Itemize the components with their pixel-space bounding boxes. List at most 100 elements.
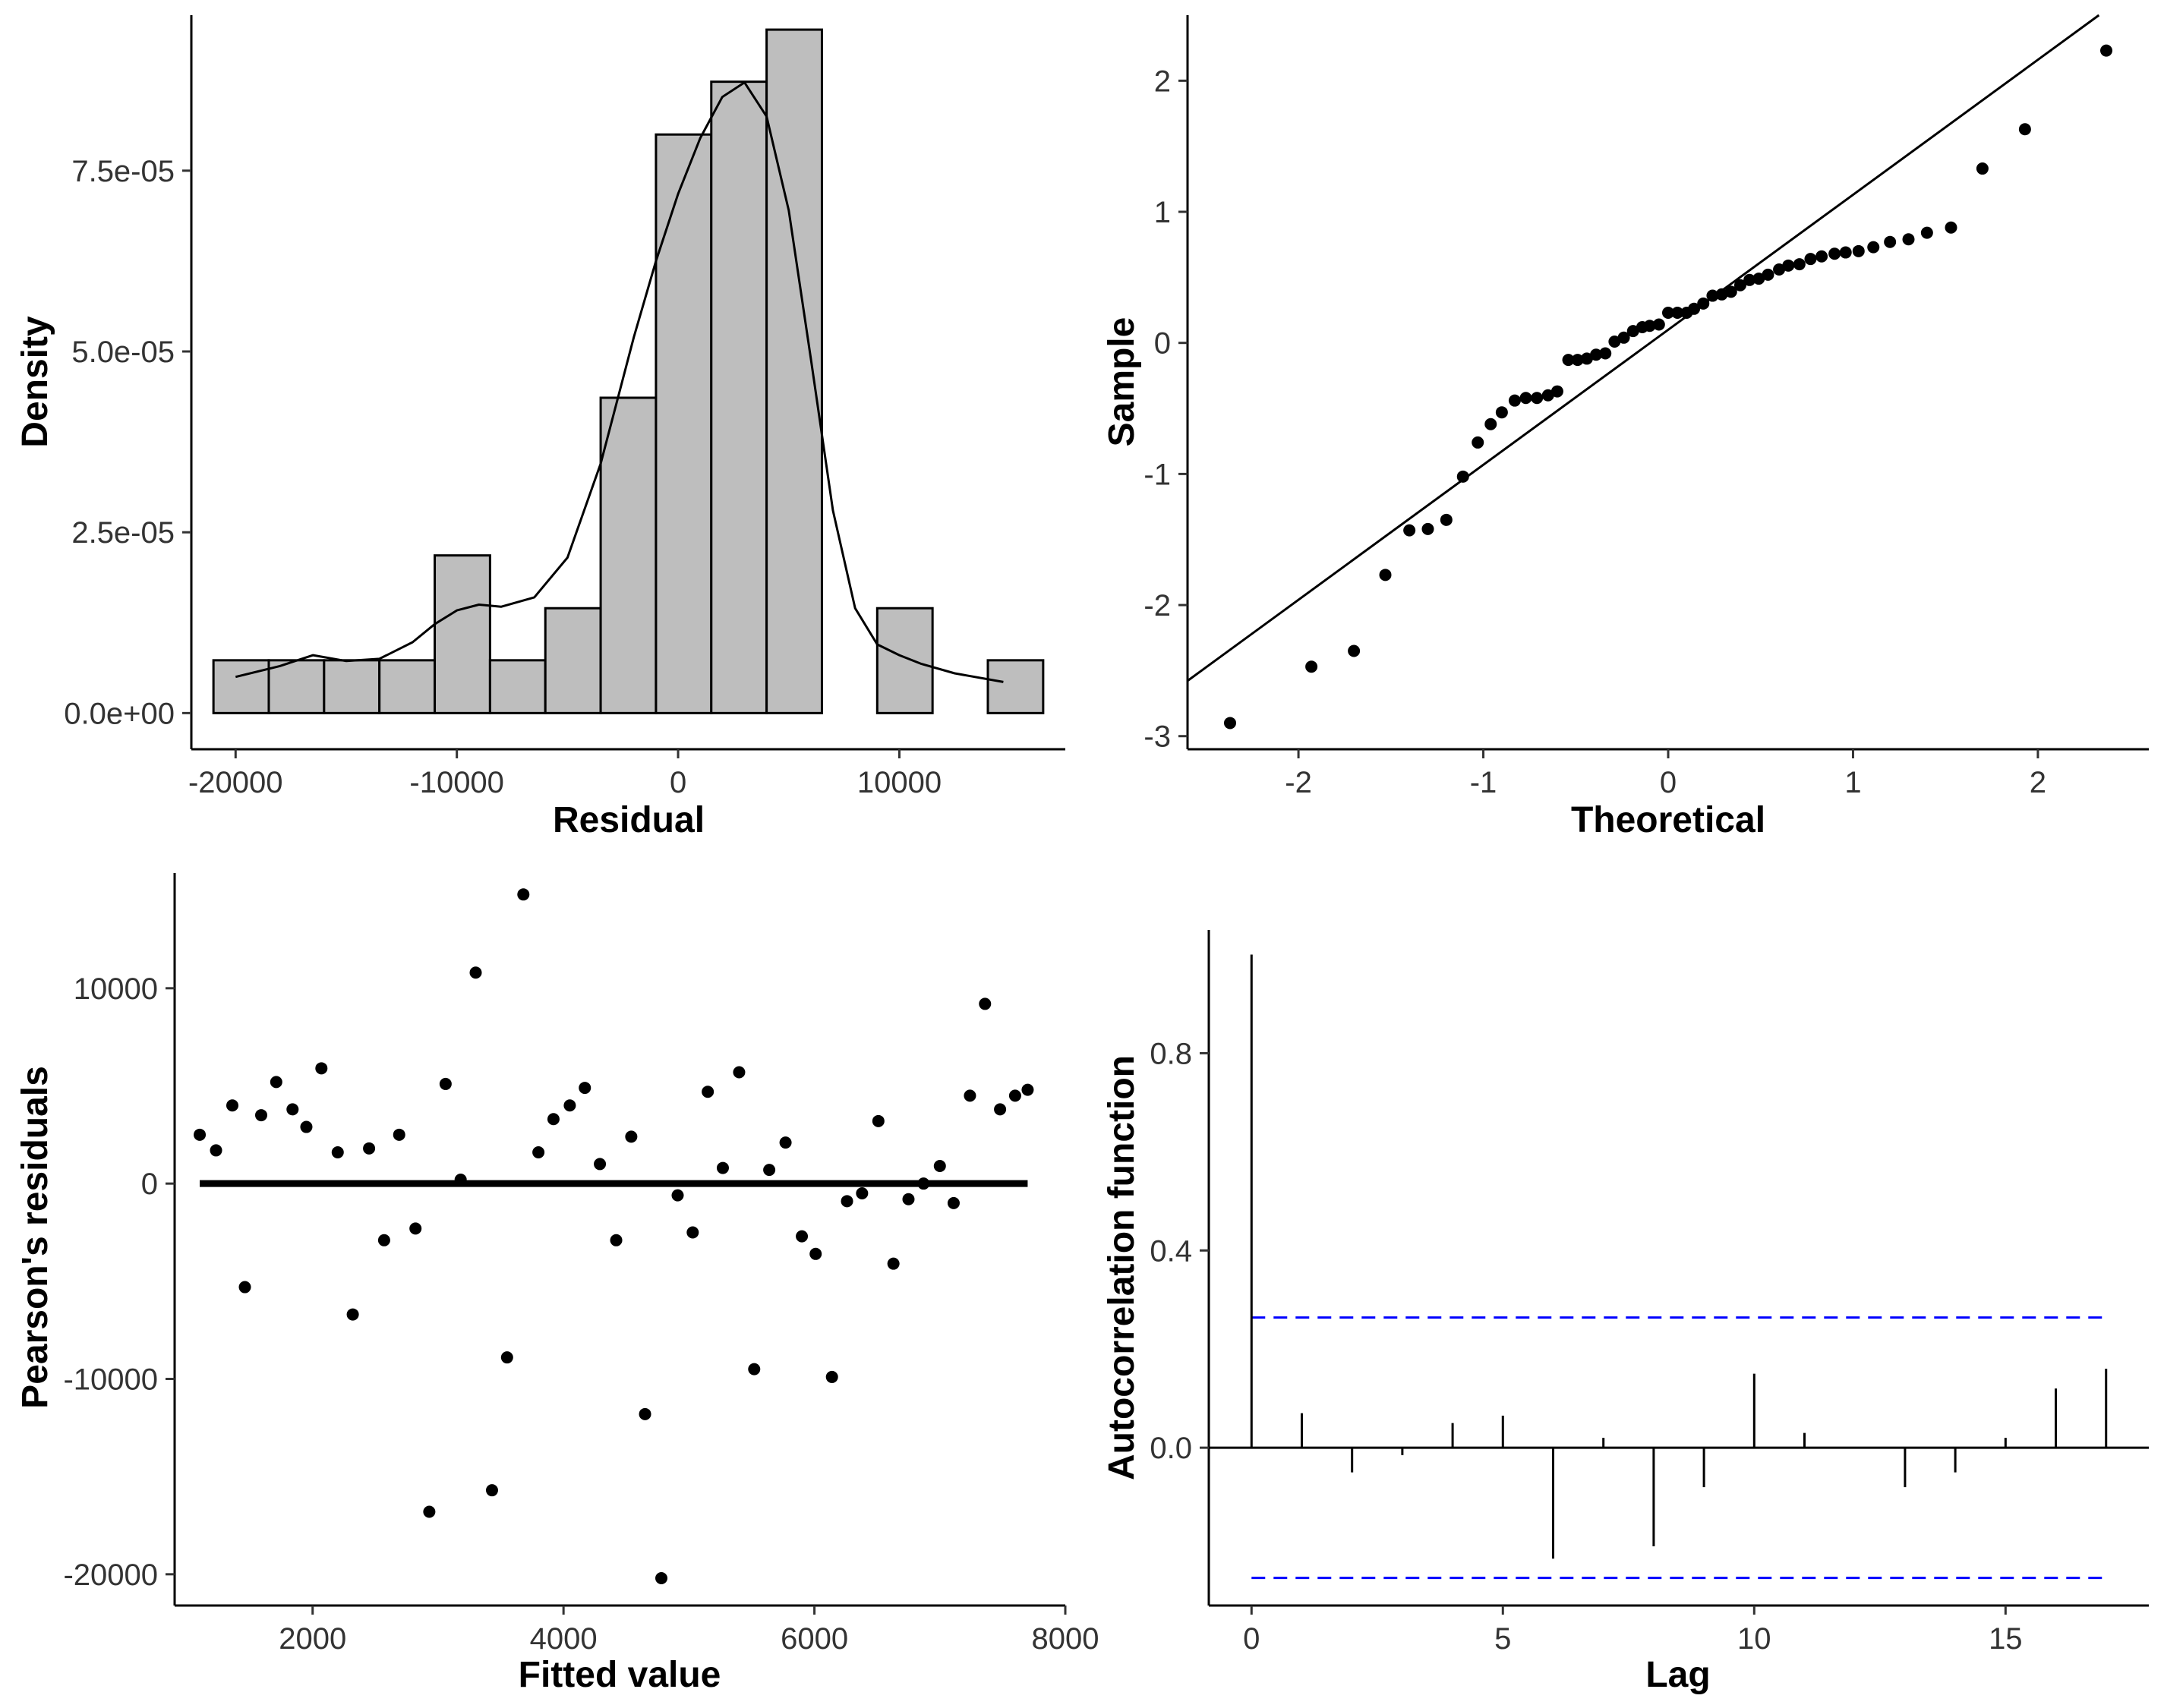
y-tick-label: 0.8 <box>1150 1037 1192 1070</box>
residual-point <box>377 1234 390 1246</box>
qq-point <box>1508 394 1521 407</box>
qq-point <box>1541 389 1554 402</box>
residual-point <box>331 1145 344 1158</box>
x-tick-label: 10 <box>1737 1622 1771 1656</box>
x-tick-label: -10000 <box>409 766 504 799</box>
qq-point <box>1550 385 1563 398</box>
qq-point <box>1828 247 1841 260</box>
residual-marks <box>194 888 1034 1584</box>
residual-point <box>779 1136 792 1149</box>
x-tick-label: 5 <box>1494 1622 1511 1656</box>
x-tick-label: 0 <box>1243 1622 1260 1656</box>
qq-point <box>1571 354 1584 367</box>
histogram-bar <box>434 554 491 714</box>
y-tick-label: -1 <box>1144 458 1171 491</box>
qq-point <box>1773 263 1786 276</box>
residual-point <box>210 1144 222 1157</box>
x-tick-label: 8000 <box>1032 1622 1099 1656</box>
qq-point <box>1815 250 1828 263</box>
qq-reference-line <box>1187 14 2100 682</box>
qq-marks <box>1187 14 2113 730</box>
y-axis-title: Pearson's residuals <box>15 1066 55 1409</box>
residual-point <box>346 1308 359 1321</box>
residual-point <box>469 966 482 979</box>
x-tick-label: 15 <box>1989 1622 2023 1656</box>
qq-point <box>1688 302 1701 315</box>
residual-point <box>702 1086 714 1098</box>
y-tick-label: -2 <box>1144 589 1171 622</box>
y-tick-label: 5.0e-05 <box>71 336 175 369</box>
qq-point <box>1867 241 1880 254</box>
qq-point <box>1495 406 1508 419</box>
x-tick-label: 0 <box>1660 766 1677 799</box>
residual-point <box>809 1247 822 1260</box>
residual-point <box>579 1082 591 1095</box>
histogram-bar <box>599 396 658 714</box>
qq-point <box>1902 233 1915 246</box>
residual-point <box>485 1484 498 1497</box>
acf-ticks: 0 5 10 15 0.0 0.4 0.8 <box>1150 1037 2022 1656</box>
x-axis-title: Lag <box>1645 1655 1710 1695</box>
y-axis-title: Density <box>15 316 55 448</box>
qq-point <box>1440 513 1453 526</box>
qq-point <box>1562 354 1575 367</box>
residual-point <box>238 1281 251 1294</box>
histogram-bar <box>378 659 437 714</box>
qq-point <box>2100 44 2113 57</box>
qq-point <box>1671 306 1684 319</box>
qq-point <box>1608 335 1621 348</box>
x-tick-label: 2000 <box>279 1622 346 1656</box>
residual-point <box>639 1407 651 1420</box>
x-axis-title: Residual <box>553 800 705 840</box>
y-tick-label: 0.0 <box>1150 1432 1192 1465</box>
qq-point <box>1379 569 1392 581</box>
residual-point <box>547 1113 560 1126</box>
qq-point <box>1782 259 1795 272</box>
residual-point <box>763 1164 776 1177</box>
qq-point <box>1839 246 1852 259</box>
residual-point <box>393 1128 405 1141</box>
qq-point <box>1305 660 1318 673</box>
qq-point <box>1580 352 1593 365</box>
qq-point <box>1456 470 1469 483</box>
histogram-bar <box>765 28 823 714</box>
y-tick-label: -10000 <box>63 1363 158 1396</box>
qq-point <box>1852 244 1865 257</box>
residual-point <box>671 1189 684 1202</box>
residual-point <box>917 1177 930 1190</box>
acf-panel: 0 5 10 15 0.0 0.4 0.8 Lag Autocorrelation func… <box>1102 930 2149 1695</box>
residual-point <box>270 1076 282 1089</box>
acf-marks <box>1209 954 2149 1580</box>
qq-point <box>1403 524 1416 537</box>
qq-ticks: -2 -1 0 1 2 -3 -2 -1 0 1 2 <box>1144 65 2046 799</box>
residual-point <box>194 1128 207 1141</box>
residual-point <box>254 1109 267 1122</box>
qq-point <box>1626 325 1639 338</box>
residual-point <box>625 1130 638 1143</box>
qq-point <box>1733 279 1746 291</box>
residual-point <box>686 1226 699 1239</box>
qq-point <box>1599 347 1612 360</box>
histogram-bar <box>986 659 1045 714</box>
qq-point <box>1617 331 1630 344</box>
qq-point <box>1421 522 1434 535</box>
residual-point <box>825 1370 838 1383</box>
density-curve <box>235 81 1004 683</box>
residual-point <box>563 1099 576 1112</box>
qq-point <box>1348 644 1361 657</box>
histogram-bar <box>655 133 713 714</box>
residual-point <box>1021 1083 1034 1096</box>
x-tick-label: 1 <box>1844 766 1861 799</box>
residual-point <box>532 1145 545 1158</box>
y-axis-title: Sample <box>1102 317 1142 447</box>
qq-point <box>1976 162 1989 175</box>
y-tick-label: 2.5e-05 <box>71 516 175 550</box>
residual-point <box>315 1062 328 1075</box>
residual-point <box>610 1234 623 1246</box>
histogram-marks <box>212 28 1045 714</box>
residual-point <box>1008 1089 1021 1102</box>
qq-point <box>2018 123 2031 136</box>
qq-point <box>1752 273 1765 285</box>
x-tick-label: -20000 <box>188 766 283 799</box>
